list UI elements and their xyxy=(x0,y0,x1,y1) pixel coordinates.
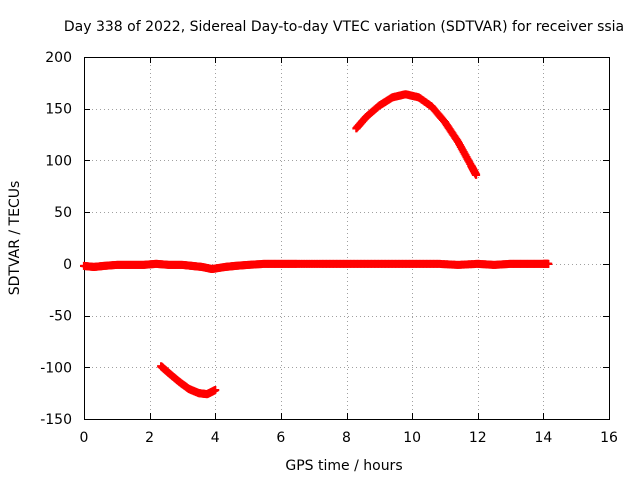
x-tick-label: 2 xyxy=(145,430,154,446)
y-tick-label: -50 xyxy=(49,309,72,325)
y-tick-label: 0 xyxy=(63,257,72,273)
y-axis-label: SDTVAR / TECUs xyxy=(7,181,23,296)
gridlines xyxy=(84,57,609,419)
x-tick-label: 10 xyxy=(403,430,421,446)
x-tick-label: 4 xyxy=(211,430,220,446)
data-points xyxy=(80,90,553,399)
axis-ticks: 0 2 4 6 8 10 12 14 16 -150 -100 -50 0 50 100 150 200 xyxy=(40,50,618,446)
data-point xyxy=(211,386,220,395)
series-negative-arc xyxy=(157,362,220,399)
series-positive-arc xyxy=(352,90,481,179)
data-point xyxy=(472,170,481,179)
y-tick-label: -150 xyxy=(40,412,72,428)
x-tick-label: 12 xyxy=(469,430,487,446)
x-tick-label: 14 xyxy=(534,430,552,446)
x-tick-label: 8 xyxy=(342,430,351,446)
x-tick-label: 0 xyxy=(80,430,89,446)
x-tick-label: 16 xyxy=(600,430,618,446)
data-point xyxy=(544,259,553,268)
x-axis-label: GPS time / hours xyxy=(285,458,402,474)
chart-title: Day 338 of 2022, Sidereal Day-to-day VTE… xyxy=(64,19,624,35)
y-tick-label: 100 xyxy=(45,153,72,169)
y-tick-label: 200 xyxy=(45,50,72,66)
y-tick-label: -100 xyxy=(40,360,72,376)
x-tick-label: 6 xyxy=(276,430,285,446)
y-tick-label: 150 xyxy=(45,102,72,118)
series-near-zero-band xyxy=(80,259,553,274)
y-tick-label: 50 xyxy=(54,205,72,221)
